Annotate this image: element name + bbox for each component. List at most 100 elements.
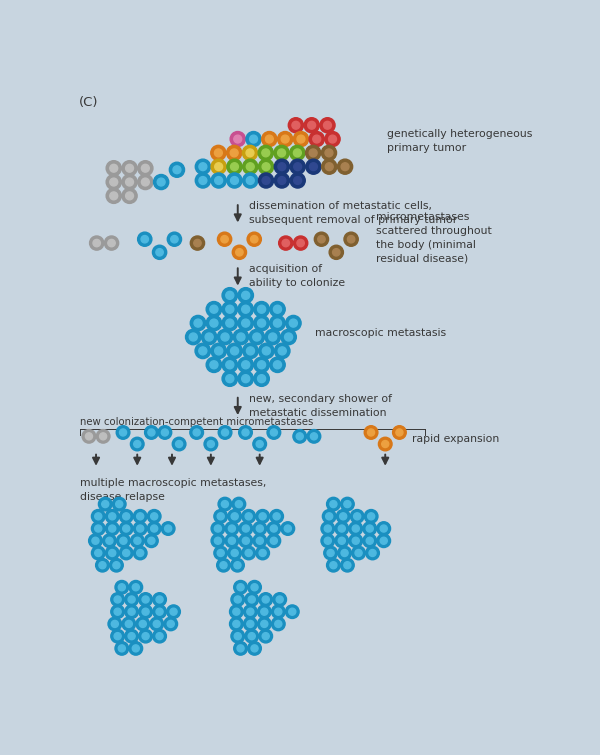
Circle shape (290, 159, 305, 174)
Circle shape (128, 633, 135, 639)
Circle shape (238, 288, 253, 303)
Circle shape (262, 131, 277, 146)
Circle shape (122, 525, 130, 532)
Circle shape (225, 534, 239, 547)
Circle shape (254, 316, 269, 331)
Circle shape (111, 621, 118, 627)
Circle shape (217, 232, 232, 246)
Circle shape (265, 329, 280, 345)
Circle shape (256, 440, 263, 448)
Circle shape (106, 510, 119, 523)
Circle shape (251, 584, 258, 590)
Circle shape (153, 605, 166, 618)
Circle shape (238, 371, 253, 387)
Circle shape (231, 593, 245, 606)
Circle shape (352, 546, 365, 559)
Circle shape (341, 550, 348, 556)
Circle shape (257, 361, 266, 368)
Circle shape (261, 621, 268, 627)
Circle shape (246, 131, 261, 146)
Circle shape (211, 173, 226, 188)
Circle shape (217, 550, 224, 556)
Circle shape (245, 630, 259, 643)
Circle shape (325, 163, 333, 171)
Circle shape (217, 513, 224, 520)
Circle shape (230, 347, 239, 355)
Circle shape (273, 593, 287, 606)
Circle shape (93, 239, 100, 247)
Circle shape (248, 633, 255, 639)
Circle shape (235, 501, 242, 507)
Circle shape (222, 357, 238, 372)
Circle shape (164, 617, 178, 630)
Circle shape (172, 437, 186, 451)
Circle shape (119, 510, 133, 523)
Circle shape (270, 525, 277, 532)
Circle shape (153, 630, 166, 643)
Circle shape (366, 538, 373, 544)
Circle shape (278, 131, 293, 146)
Circle shape (194, 319, 202, 327)
Circle shape (270, 510, 283, 523)
Circle shape (293, 430, 307, 443)
Text: new colonization-competent micrometastases: new colonization-competent micrometastas… (80, 417, 313, 427)
Circle shape (156, 248, 163, 256)
Circle shape (145, 534, 158, 547)
Circle shape (230, 149, 238, 157)
Circle shape (306, 159, 321, 174)
Circle shape (349, 534, 362, 547)
Circle shape (227, 173, 242, 188)
Circle shape (221, 429, 229, 436)
Circle shape (368, 513, 374, 520)
Circle shape (190, 236, 205, 250)
Circle shape (364, 510, 378, 523)
Circle shape (246, 149, 254, 157)
Circle shape (245, 550, 252, 556)
Circle shape (380, 525, 387, 532)
Circle shape (190, 316, 206, 331)
Circle shape (229, 525, 235, 532)
Circle shape (106, 538, 113, 544)
Circle shape (100, 433, 107, 440)
Circle shape (214, 538, 221, 544)
Circle shape (341, 163, 349, 171)
Circle shape (153, 621, 160, 627)
Circle shape (119, 429, 127, 436)
Circle shape (242, 291, 250, 299)
Circle shape (257, 605, 271, 618)
Circle shape (153, 593, 166, 606)
Circle shape (267, 534, 281, 547)
Circle shape (110, 192, 118, 200)
Circle shape (307, 430, 321, 443)
Circle shape (226, 319, 234, 327)
Circle shape (247, 621, 254, 627)
Circle shape (110, 178, 118, 186)
Circle shape (193, 429, 200, 436)
Circle shape (259, 630, 272, 643)
Circle shape (380, 538, 387, 544)
Circle shape (242, 546, 256, 559)
Circle shape (112, 498, 126, 511)
Circle shape (116, 501, 123, 507)
Circle shape (262, 633, 269, 639)
Circle shape (261, 609, 268, 615)
Circle shape (352, 525, 359, 532)
Circle shape (382, 440, 389, 448)
Circle shape (148, 510, 161, 523)
Circle shape (118, 645, 125, 652)
Circle shape (281, 522, 295, 535)
Circle shape (290, 145, 305, 160)
Circle shape (89, 534, 102, 547)
Circle shape (195, 344, 211, 359)
Circle shape (108, 617, 122, 630)
Circle shape (271, 617, 285, 630)
Circle shape (269, 333, 277, 341)
Circle shape (323, 122, 331, 129)
Circle shape (199, 347, 207, 355)
Circle shape (239, 426, 253, 439)
Circle shape (221, 236, 228, 243)
Circle shape (349, 522, 362, 535)
Circle shape (318, 236, 325, 243)
Circle shape (161, 522, 175, 535)
Circle shape (344, 562, 351, 569)
